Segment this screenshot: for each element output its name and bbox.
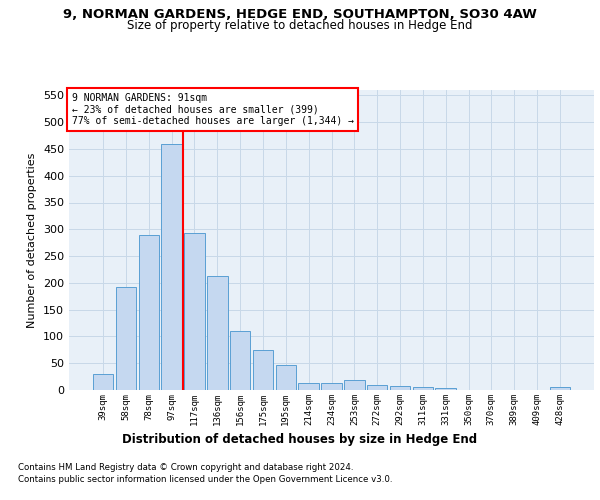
Text: Distribution of detached houses by size in Hedge End: Distribution of detached houses by size … bbox=[122, 432, 478, 446]
Bar bbox=[367, 385, 388, 390]
Bar bbox=[390, 386, 410, 390]
Bar bbox=[550, 388, 570, 390]
Bar bbox=[275, 365, 296, 390]
Bar bbox=[321, 383, 342, 390]
Bar bbox=[116, 287, 136, 390]
Bar bbox=[139, 234, 159, 390]
Bar bbox=[230, 331, 250, 390]
Bar bbox=[298, 383, 319, 390]
Bar bbox=[161, 144, 182, 390]
Text: Size of property relative to detached houses in Hedge End: Size of property relative to detached ho… bbox=[127, 19, 473, 32]
Text: 9 NORMAN GARDENS: 91sqm
← 23% of detached houses are smaller (399)
77% of semi-d: 9 NORMAN GARDENS: 91sqm ← 23% of detache… bbox=[71, 93, 353, 126]
Bar bbox=[207, 276, 227, 390]
Text: Contains HM Land Registry data © Crown copyright and database right 2024.: Contains HM Land Registry data © Crown c… bbox=[18, 464, 353, 472]
Text: Contains public sector information licensed under the Open Government Licence v3: Contains public sector information licen… bbox=[18, 475, 392, 484]
Bar bbox=[413, 388, 433, 390]
Text: 9, NORMAN GARDENS, HEDGE END, SOUTHAMPTON, SO30 4AW: 9, NORMAN GARDENS, HEDGE END, SOUTHAMPTO… bbox=[63, 8, 537, 20]
Bar bbox=[436, 388, 456, 390]
Bar bbox=[184, 233, 205, 390]
Y-axis label: Number of detached properties: Number of detached properties bbox=[28, 152, 37, 328]
Bar bbox=[253, 350, 273, 390]
Bar bbox=[93, 374, 113, 390]
Bar bbox=[344, 380, 365, 390]
